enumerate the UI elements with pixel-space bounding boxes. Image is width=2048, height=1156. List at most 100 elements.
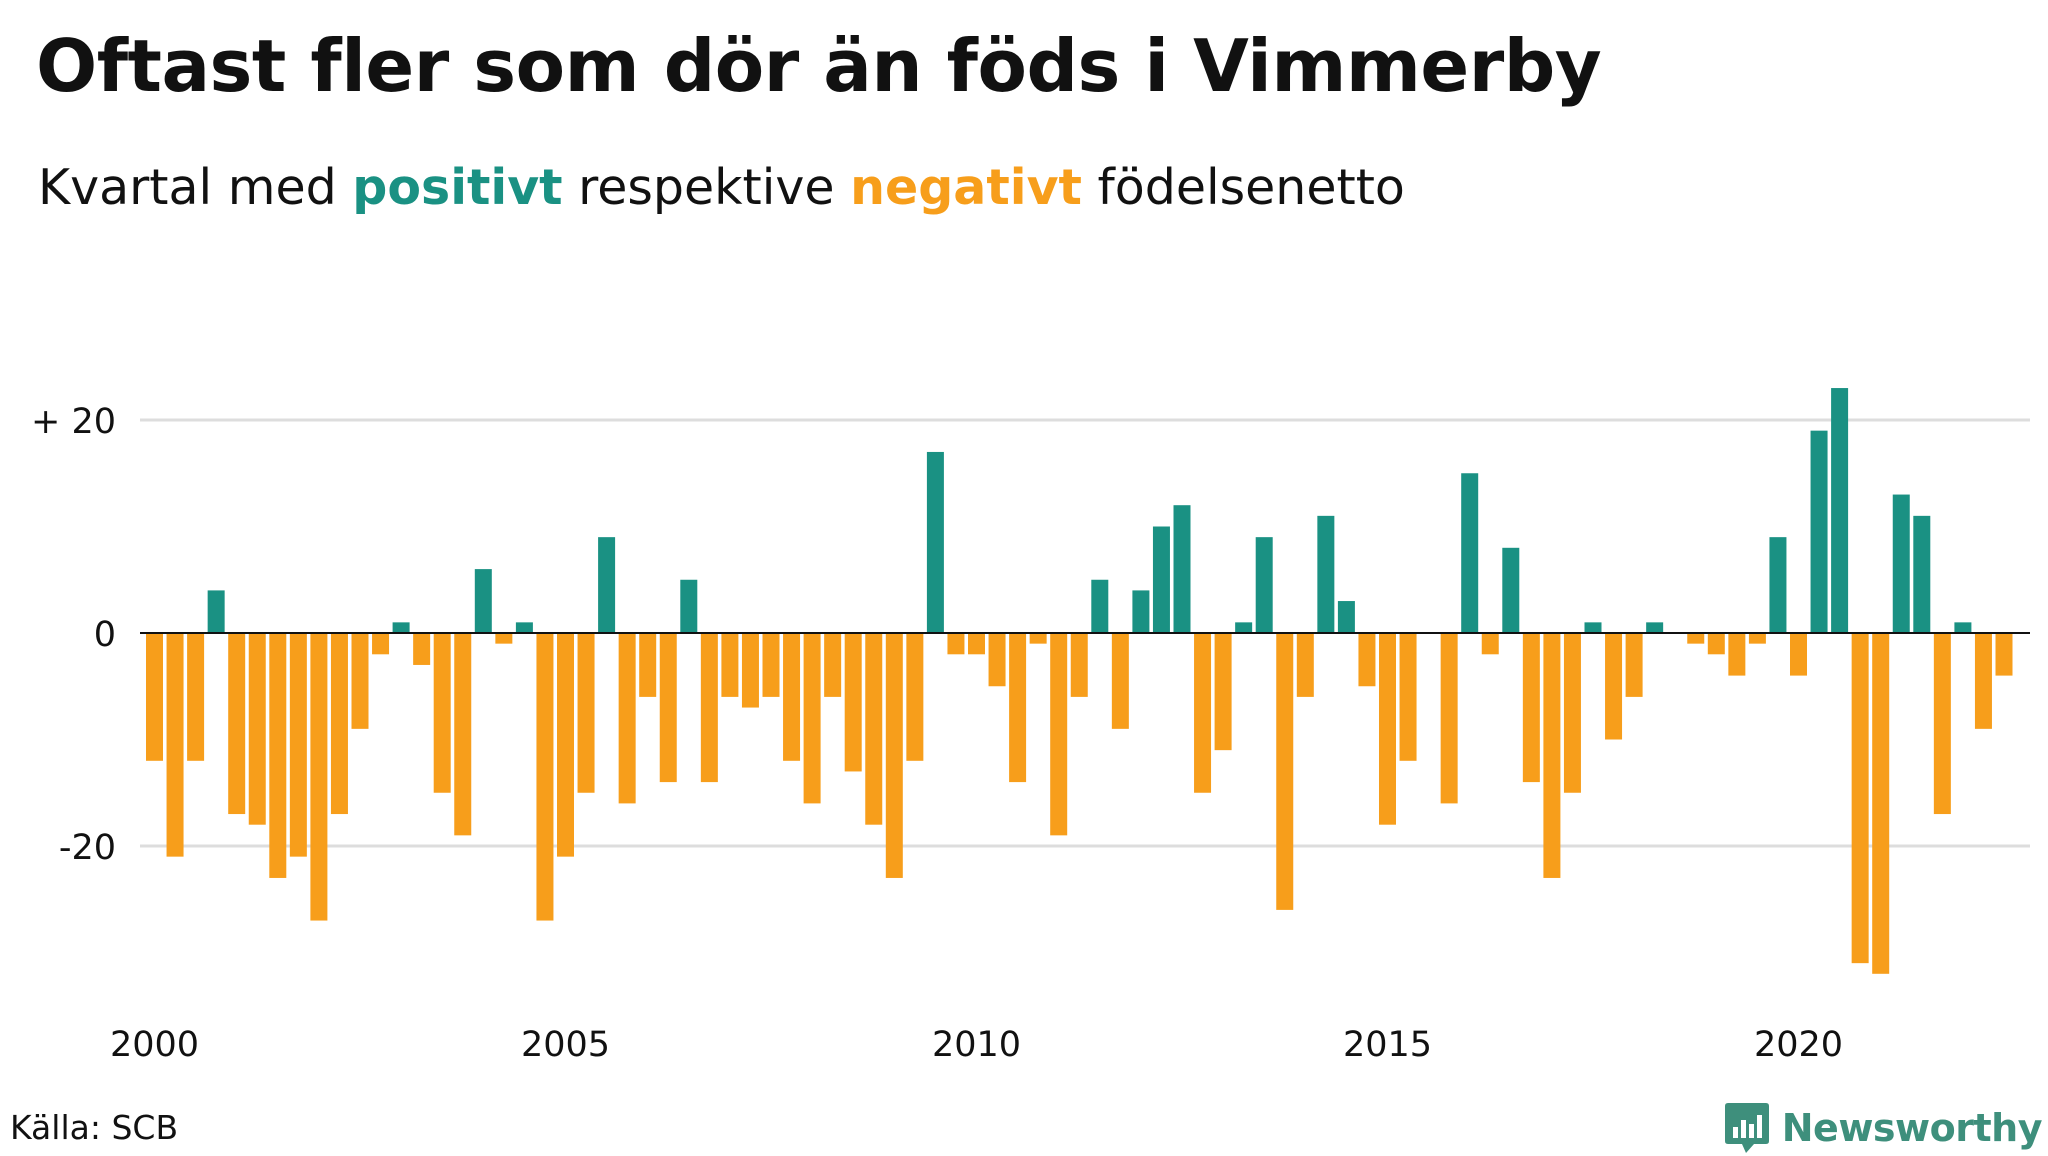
bar xyxy=(1872,633,1890,974)
bar xyxy=(1707,633,1725,655)
bar-chart: + 20 0 -20 2000 2005 2010 2015 2020 xyxy=(31,388,2030,1065)
gridlines xyxy=(140,418,2030,848)
y-tick-label: 0 xyxy=(94,615,116,655)
bar xyxy=(1050,633,1068,836)
y-tick-label: -20 xyxy=(59,828,116,868)
bar xyxy=(536,633,554,921)
bar xyxy=(1317,515,1335,633)
bar xyxy=(248,633,266,825)
y-tick-label: + 20 xyxy=(31,402,116,442)
bar xyxy=(741,633,759,708)
bar xyxy=(1379,633,1396,825)
bar xyxy=(762,633,780,697)
bar xyxy=(680,579,698,633)
bar-chart-speech-bubble-icon xyxy=(1724,1103,1769,1153)
bar xyxy=(1461,473,1479,633)
bar xyxy=(433,633,451,793)
bars xyxy=(146,388,2013,974)
bar xyxy=(351,633,369,729)
bar xyxy=(1399,633,1417,761)
x-tick-label: 2005 xyxy=(521,1025,610,1065)
bar xyxy=(803,633,821,804)
bar xyxy=(844,633,862,772)
bar xyxy=(1625,633,1643,697)
bar xyxy=(639,633,657,697)
chart-subtitle: Kvartal med positivt respektive negativt… xyxy=(38,157,1405,219)
bar xyxy=(1152,526,1170,633)
bar xyxy=(1522,633,1540,783)
bar xyxy=(659,633,677,783)
bar xyxy=(1646,622,1664,633)
bar xyxy=(1194,633,1212,793)
bar xyxy=(598,537,616,633)
x-tick-label: 2010 xyxy=(932,1025,1021,1065)
subtitle-negative-word: negativt xyxy=(850,159,1082,216)
bar xyxy=(1255,537,1273,633)
bar xyxy=(1029,633,1047,644)
x-tick-label: 2000 xyxy=(110,1025,199,1065)
bar xyxy=(1070,633,1088,697)
bar xyxy=(968,633,985,655)
bar xyxy=(1502,547,1520,633)
bar xyxy=(1009,633,1027,783)
bar xyxy=(330,633,348,815)
bar xyxy=(1584,622,1602,633)
y-axis-ticks: + 20 0 -20 xyxy=(31,402,116,868)
x-axis-ticks: 2000 2005 2010 2015 2020 xyxy=(110,1025,1843,1065)
bar xyxy=(1173,505,1191,633)
bar xyxy=(454,633,472,836)
bar xyxy=(310,633,328,921)
bar xyxy=(1605,633,1623,740)
bar xyxy=(557,633,574,857)
bar xyxy=(1481,633,1499,655)
bar xyxy=(1748,633,1766,644)
bar xyxy=(1276,633,1294,910)
bar xyxy=(1810,430,1828,633)
bar xyxy=(1563,633,1581,793)
bar xyxy=(824,633,842,697)
subtitle-middle: respektive xyxy=(562,159,851,216)
bar xyxy=(906,633,924,761)
bar xyxy=(1995,633,2013,676)
bar xyxy=(228,633,246,815)
bar xyxy=(1687,633,1705,644)
brand-name: Newsworthy xyxy=(1781,1106,2043,1150)
subtitle-suffix: födelsenetto xyxy=(1081,159,1405,216)
source-note: Källa: SCB xyxy=(10,1108,179,1147)
bar xyxy=(187,633,205,761)
bar xyxy=(474,569,492,633)
bar xyxy=(146,633,163,761)
subtitle-prefix: Kvartal med xyxy=(38,159,353,216)
bar xyxy=(1728,633,1746,676)
bar xyxy=(1214,633,1232,751)
bar xyxy=(721,633,739,697)
bar xyxy=(577,633,595,793)
bar xyxy=(1831,388,1849,633)
bar xyxy=(1974,633,1992,729)
bar xyxy=(1851,633,1869,964)
bar xyxy=(700,633,718,783)
bar xyxy=(1892,494,1910,633)
bar xyxy=(988,633,1006,687)
subtitle-positive-word: positivt xyxy=(352,159,563,216)
bar xyxy=(1543,633,1561,878)
bar xyxy=(1337,601,1355,633)
bar xyxy=(1913,515,1931,633)
bar xyxy=(372,633,390,655)
bar xyxy=(269,633,287,878)
bar xyxy=(865,633,883,825)
bar xyxy=(1440,633,1458,804)
bar xyxy=(618,633,636,804)
x-tick-label: 2015 xyxy=(1343,1025,1432,1065)
bar xyxy=(515,622,533,633)
bar xyxy=(1296,633,1314,697)
bar xyxy=(207,590,225,633)
x-tick-label: 2020 xyxy=(1754,1025,1843,1065)
bar xyxy=(1769,537,1787,633)
brand-logo: Newsworthy xyxy=(1724,1100,2043,1156)
bar xyxy=(885,633,903,878)
bar xyxy=(289,633,307,857)
bar xyxy=(1358,633,1376,687)
bar xyxy=(166,633,184,857)
bar xyxy=(413,633,431,665)
